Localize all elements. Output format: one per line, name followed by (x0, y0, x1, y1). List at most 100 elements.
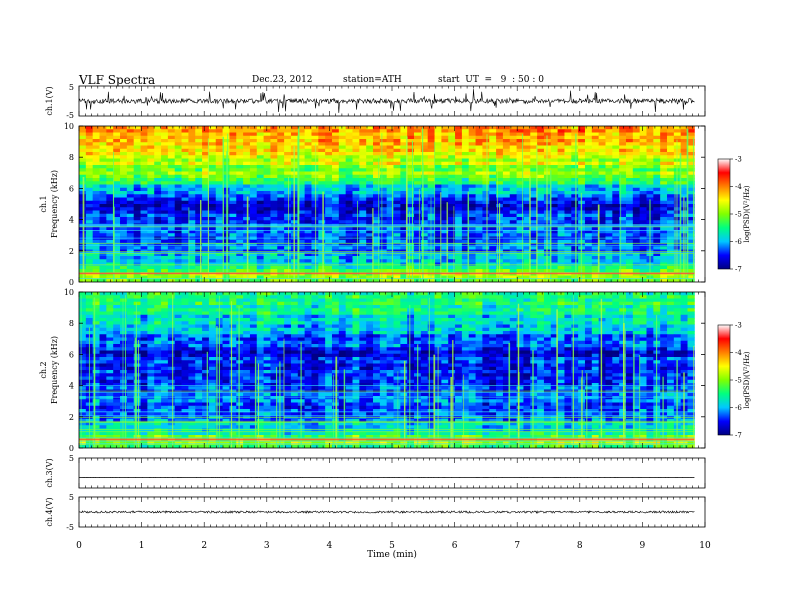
spectrogram-cell (338, 129, 347, 133)
spectrogram-cell (523, 301, 531, 306)
spectrogram-cell (366, 207, 374, 211)
spectrogram-cell (92, 191, 100, 195)
spectrogram-cell (578, 305, 586, 309)
spectrogram-cell (516, 155, 524, 159)
spectrogram-cell (195, 178, 203, 182)
spectrogram-cell (400, 298, 408, 303)
spectrogram-cell (243, 265, 251, 270)
spectrogram-cell (591, 217, 600, 221)
spectrogram-cell (106, 187, 114, 192)
spectrogram-cell (605, 217, 613, 221)
spectrogram-cell (79, 181, 87, 185)
spectrogram-cell (653, 295, 661, 299)
spectrogram-cell (202, 210, 210, 215)
spectrogram-cell (126, 181, 135, 185)
spectrogram-cell (448, 213, 456, 218)
spectrogram-cell (543, 256, 552, 260)
spectrogram-cell (359, 129, 367, 133)
spectrogram-cell (85, 259, 94, 263)
spectrogram-cell (345, 305, 353, 309)
spectrogram-cell (92, 226, 100, 231)
spectrogram-cell (571, 213, 579, 218)
spectrogram-cell (99, 194, 107, 198)
spectrogram-cell (366, 246, 374, 250)
spectrogram-cell (612, 207, 620, 211)
spectrogram-cell (284, 275, 292, 280)
spectrogram-cell (475, 139, 483, 143)
spectrogram-cell (331, 226, 340, 231)
spectrogram-cell (537, 194, 545, 198)
spectrogram-cell (85, 155, 94, 159)
spectrogram-cell (461, 239, 470, 244)
spectrogram-cell (325, 168, 333, 172)
spectrogram-cell (420, 126, 429, 130)
spectrogram-cell (632, 148, 641, 153)
spectrogram-cell (543, 308, 552, 312)
spectrogram-cell (434, 132, 442, 137)
spectrogram-cell (202, 197, 210, 202)
spectrogram-cell (584, 178, 593, 182)
spectrogram-cell (92, 165, 100, 169)
spectrogram-cell (407, 171, 415, 176)
spectrogram-cell (516, 207, 524, 211)
spectrogram-cell (270, 148, 278, 153)
spectrogram-cell (427, 181, 435, 185)
spectrogram-cell (161, 246, 169, 250)
spectrogram-cell (174, 230, 182, 234)
spectrogram-cell (229, 181, 237, 185)
spectrogram-cell (400, 292, 408, 296)
spectrogram-cell (359, 126, 367, 130)
spectrogram-cell (161, 305, 169, 309)
spectrogram-cell (543, 278, 552, 282)
spectrogram-cell (263, 298, 271, 303)
spectrogram-cell (523, 174, 531, 179)
spectrogram-cell (99, 145, 107, 150)
spectrogram-cell (625, 155, 634, 159)
spectrogram-cell (673, 187, 682, 192)
spectrogram-cell (543, 145, 552, 150)
spectrogram-cell (632, 239, 641, 244)
spectrogram-cell (331, 168, 340, 172)
spectrogram-cell (229, 275, 237, 280)
spectrogram-cell (222, 135, 230, 140)
spectrogram-cell (441, 210, 449, 215)
spectrogram-cell (79, 246, 87, 250)
spectrogram-cell (154, 129, 162, 133)
spectrogram-cell (126, 158, 135, 163)
spectrogram-cell (379, 178, 388, 182)
spectrogram-cell (249, 148, 258, 153)
spectrogram-cell (427, 145, 435, 150)
spectrogram-cell (229, 269, 237, 273)
spectrogram-cell (550, 275, 559, 280)
spectrogram-cell (393, 298, 401, 303)
spectrogram-cell (208, 252, 217, 257)
spectrogram-cell (113, 298, 121, 303)
spectrogram-cell (92, 187, 100, 192)
spectrogram-cell (215, 132, 223, 137)
spectrogram-cell (660, 233, 668, 237)
spectrogram-cell (345, 139, 353, 143)
spectrogram-cell (509, 204, 517, 208)
spectrogram-cell (215, 174, 223, 179)
spectrogram-cell (304, 210, 312, 215)
spectrogram-cell (407, 165, 415, 169)
spectrogram-cell (550, 135, 559, 140)
spectrogram-cell (174, 259, 182, 263)
spectrogram-cell (154, 295, 162, 299)
spectrogram-cell (400, 178, 408, 182)
spectrogram-cell (379, 171, 388, 176)
spectrogram-cell (188, 243, 196, 247)
spectrogram-cell (386, 200, 394, 205)
spectrogram-cell (236, 152, 244, 156)
spectrogram-cell (243, 187, 251, 192)
spectrogram-cell (140, 278, 148, 282)
spectrogram-cell (509, 142, 517, 146)
spectrogram-cell (625, 194, 634, 198)
spectrogram-cell (441, 165, 449, 169)
spectrogram-cell (625, 269, 634, 273)
spectrogram-cell (537, 178, 545, 182)
spectrogram-cell (543, 152, 552, 156)
spectrogram-cell (591, 278, 600, 282)
spectrogram-cell (126, 132, 135, 137)
spectrogram-cell (373, 301, 381, 306)
